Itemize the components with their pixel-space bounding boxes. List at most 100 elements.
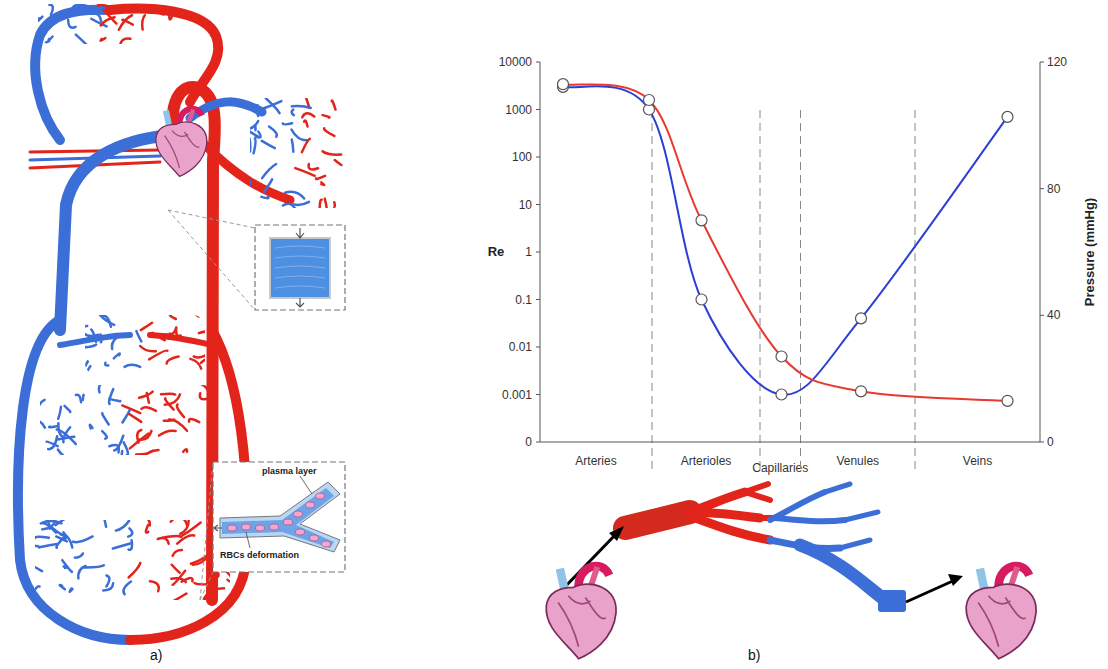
inset-box bbox=[255, 225, 345, 310]
capillary bbox=[165, 398, 174, 409]
capillary bbox=[58, 449, 73, 455]
capillary bbox=[162, 536, 181, 538]
capillary bbox=[250, 181, 251, 189]
capillary bbox=[122, 410, 129, 422]
capillary bbox=[323, 115, 330, 117]
capillary bbox=[283, 123, 292, 124]
callout: RBCs deformation bbox=[220, 550, 299, 560]
y-tick-label: 0.1 bbox=[515, 293, 532, 307]
y-tick-label: 10 bbox=[519, 198, 533, 212]
callout: plasma layer bbox=[262, 466, 317, 476]
y-tick-label: 0.01 bbox=[509, 340, 533, 354]
capillary bbox=[169, 17, 171, 20]
capillary bbox=[170, 328, 176, 334]
capillary bbox=[129, 563, 141, 578]
vessel-plasma bbox=[220, 482, 340, 552]
capillary bbox=[292, 106, 311, 108]
flow-line bbox=[275, 256, 325, 258]
heart-chamber bbox=[978, 596, 1026, 647]
capillary bbox=[116, 521, 129, 531]
vessel bbox=[625, 512, 690, 528]
region-label: Arteries bbox=[575, 454, 616, 468]
capillary bbox=[113, 543, 130, 548]
capillary-mesh bbox=[40, 385, 215, 455]
rbc bbox=[294, 511, 303, 517]
capillary bbox=[119, 15, 132, 30]
vessel bbox=[35, 10, 110, 140]
capillary bbox=[40, 420, 45, 428]
y-tick-label: 0.001 bbox=[502, 388, 532, 402]
region-label: Veins bbox=[963, 454, 992, 468]
region-label: Venules bbox=[836, 454, 879, 468]
capillary bbox=[85, 366, 90, 374]
series-line bbox=[563, 86, 1008, 395]
capillary bbox=[114, 354, 120, 359]
data-point bbox=[776, 351, 787, 362]
capillary bbox=[70, 588, 73, 591]
capillary bbox=[99, 385, 107, 392]
vessel bbox=[800, 545, 885, 600]
capillary bbox=[170, 594, 187, 600]
flow-line bbox=[275, 286, 325, 288]
capillary bbox=[250, 100, 258, 106]
region-boundary bbox=[800, 110, 801, 472]
capillary bbox=[52, 528, 64, 536]
capillary bbox=[228, 580, 230, 586]
data-point bbox=[696, 294, 707, 305]
y2-tick-label: 0 bbox=[1047, 435, 1054, 449]
y2-tick bbox=[1040, 188, 1044, 189]
vessel bbox=[745, 484, 775, 518]
x-axis bbox=[540, 442, 1040, 443]
capillary bbox=[295, 168, 314, 176]
capillary bbox=[210, 385, 215, 391]
capillary bbox=[171, 578, 186, 582]
vessel bbox=[60, 135, 170, 330]
chart: ArteriesArteriolesCapillariesVenulesVein… bbox=[488, 55, 1097, 475]
capillary bbox=[85, 332, 99, 336]
capillary bbox=[130, 434, 149, 449]
rbc bbox=[316, 493, 325, 499]
capillary bbox=[61, 534, 73, 547]
capillary bbox=[130, 4, 131, 7]
capillary bbox=[76, 35, 90, 44]
vessel bbox=[878, 590, 906, 612]
heart bbox=[966, 566, 1036, 659]
capillary bbox=[323, 151, 342, 154]
capillary bbox=[250, 126, 258, 137]
capillary bbox=[49, 5, 52, 15]
capillary-mesh bbox=[38, 4, 172, 44]
data-point bbox=[644, 95, 655, 106]
capillary bbox=[262, 141, 275, 148]
capillary bbox=[102, 431, 107, 439]
y-tick bbox=[536, 204, 540, 205]
heart-body bbox=[156, 122, 207, 176]
capillary bbox=[285, 192, 304, 199]
capillary bbox=[122, 20, 132, 25]
capillary bbox=[141, 407, 155, 411]
capillary bbox=[109, 389, 113, 404]
capillary bbox=[35, 563, 42, 571]
capillary bbox=[194, 354, 205, 358]
rbc bbox=[322, 541, 331, 547]
capillary bbox=[57, 437, 74, 440]
capillary bbox=[335, 160, 342, 165]
capillary bbox=[250, 137, 251, 152]
capillary bbox=[82, 395, 85, 400]
leader bbox=[168, 210, 255, 310]
capillary bbox=[141, 323, 152, 330]
capillary bbox=[177, 535, 194, 543]
rbc bbox=[256, 525, 265, 531]
vessel bbox=[825, 484, 878, 548]
heart bbox=[546, 566, 616, 659]
capillary bbox=[170, 315, 176, 319]
y-tick-label: 1 bbox=[525, 245, 532, 259]
capillary bbox=[261, 197, 268, 198]
capillary bbox=[105, 363, 108, 366]
figure: plasma layerRBCs deformationa)b)Arteries… bbox=[0, 0, 1108, 669]
y2-tick-label: 40 bbox=[1047, 308, 1061, 322]
capillary bbox=[76, 395, 81, 403]
y-tick-label: 0 bbox=[525, 435, 532, 449]
capillary bbox=[144, 4, 163, 14]
capillary-mesh bbox=[250, 98, 341, 208]
capillary bbox=[294, 202, 309, 205]
